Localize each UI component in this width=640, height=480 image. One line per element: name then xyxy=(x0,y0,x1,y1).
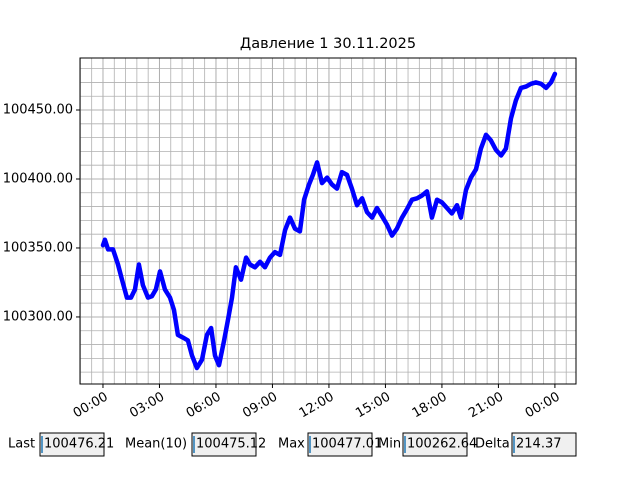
widget-value: 100475.12 xyxy=(196,437,266,452)
widget-label: Mean(10) xyxy=(125,437,187,452)
x-tick-label: 00:00 xyxy=(523,390,563,422)
data-line xyxy=(100,71,558,371)
x-tick-label: 03:00 xyxy=(127,390,167,422)
x-tick-label: 06:00 xyxy=(184,390,224,422)
y-tick-label: 100400.00 xyxy=(3,171,73,186)
widget-label: Delta xyxy=(475,437,510,452)
y-tick-label: 100350.00 xyxy=(3,240,73,255)
text-box[interactable] xyxy=(191,432,257,457)
widget-label: Last xyxy=(8,437,35,452)
x-tick-label: 15:00 xyxy=(353,390,393,422)
x-tick-label: 12:00 xyxy=(297,390,337,422)
widget-value: 214.37 xyxy=(516,437,562,452)
text-box[interactable] xyxy=(511,432,577,457)
text-box[interactable] xyxy=(402,432,468,457)
y-tick-label: 100300.00 xyxy=(3,309,73,324)
widget-value: 100262.64 xyxy=(407,437,477,452)
x-tick-label: 09:00 xyxy=(240,390,280,422)
widget-value: 100476.21 xyxy=(44,437,114,452)
plot-frame xyxy=(79,57,577,385)
x-tick-label: 18:00 xyxy=(410,390,450,422)
text-box[interactable] xyxy=(39,432,105,457)
widget-value: 100477.01 xyxy=(312,437,382,452)
widget-label: Max xyxy=(278,437,305,452)
chart-title: Давление 1 30.11.2025 xyxy=(240,36,416,52)
text-box[interactable] xyxy=(307,432,373,457)
widget-label: Min xyxy=(378,437,401,452)
x-tick-label: 21:00 xyxy=(466,390,506,422)
y-tick-label: 100450.00 xyxy=(3,103,73,118)
x-tick-label: 00:00 xyxy=(71,390,111,422)
